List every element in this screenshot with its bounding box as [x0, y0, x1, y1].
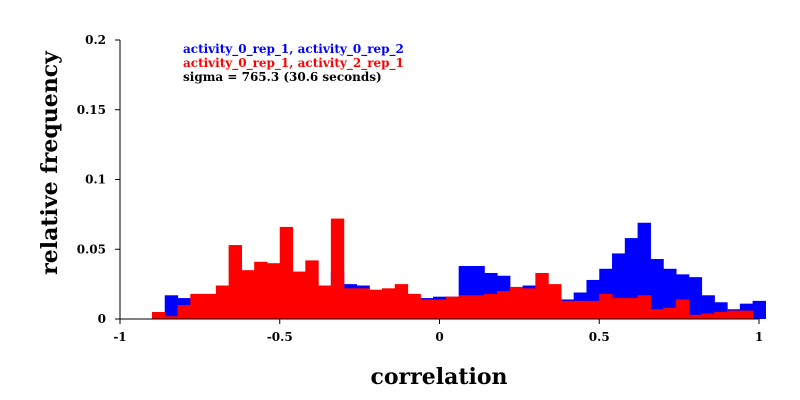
series-2-bar-30: [535, 272, 549, 319]
y-axis-title: relative frequency: [37, 50, 63, 275]
series-2-bar-12: [305, 260, 319, 319]
series-2-bars: [151, 218, 754, 320]
series-1-bar-37: [637, 222, 651, 319]
x-tick-label-2: 0: [435, 330, 443, 344]
series-2-bar-40: [663, 307, 677, 319]
y-tick-label-2: 0.1: [85, 173, 106, 187]
series-1-bar-0: [164, 295, 179, 319]
series-2-bar-34: [586, 300, 600, 319]
x-tick-label-3: 0.5: [589, 330, 610, 344]
series-2-bar-19: [394, 284, 409, 320]
series-2-bar-36: [612, 298, 626, 319]
x-tick-label-1: -0.5: [267, 330, 293, 344]
series-2-bar-0: [151, 312, 166, 319]
series-2-bar-38: [637, 295, 651, 319]
x-tick-label-0: -1: [113, 330, 126, 344]
legend: activity_0_rep_1, activity_0_rep_2 activ…: [183, 42, 404, 84]
series-2-bar-39: [650, 309, 664, 319]
series-2-bar-14: [330, 218, 345, 319]
series-2-bar-29: [522, 288, 536, 319]
x-tick-label-4: 1: [755, 330, 763, 344]
series-2-bar-41: [675, 299, 690, 319]
series-2-bar-15: [343, 288, 358, 319]
series-2-bar-26: [484, 293, 498, 319]
series-2-bar-33: [573, 300, 588, 319]
y-tick-label-4: 0.2: [85, 33, 106, 47]
series-2-bar-16: [356, 288, 370, 319]
series-2-bar-13: [318, 285, 332, 319]
series-2-bar-4: [203, 293, 217, 319]
series-2-bar-42: [688, 314, 703, 319]
series-2-bar-25: [471, 295, 485, 319]
series-2-bar-18: [381, 288, 396, 319]
series-2-bar-35: [599, 293, 613, 319]
legend-entry-series-1: activity_0_rep_1, activity_0_rep_2: [183, 42, 404, 57]
series-2-bar-7: [241, 270, 255, 319]
series-2-bar-28: [509, 286, 524, 319]
series-2-bar-3: [190, 293, 204, 319]
series-2-bar-17: [369, 289, 383, 319]
series-2-bar-22: [433, 299, 447, 319]
series-2-bar-9: [266, 263, 281, 319]
series-2-bar-21: [420, 299, 434, 319]
series-2-bar-37: [624, 298, 639, 319]
y-tick-label-3: 0.15: [77, 103, 106, 117]
y-tick-label-1: 0.05: [77, 242, 106, 256]
series-2-bar-23: [445, 296, 460, 319]
series-2-bar-44: [714, 312, 728, 319]
series-2-bar-11: [292, 271, 306, 319]
series-2-bar-2: [177, 305, 191, 319]
series-2-bar-10: [279, 226, 294, 319]
series-2-bar-46: [739, 310, 754, 319]
x-axis-title: correlation: [370, 364, 507, 390]
series-2-bar-8: [254, 261, 268, 319]
series-1-bar-39: [663, 268, 677, 319]
series-1-bar-42: [701, 295, 715, 319]
series-2-bar-32: [560, 300, 575, 319]
sigma-annotation: sigma = 765.3 (30.6 seconds): [183, 70, 382, 84]
series-2-bar-24: [458, 295, 473, 319]
series-2-bar-27: [497, 291, 511, 319]
series-2-bar-6: [228, 245, 243, 319]
series-1-bar-46: [752, 300, 766, 319]
series-2-bar-5: [215, 285, 230, 319]
legend-entry-series-2: activity_0_rep_1, activity_2_rep_1: [183, 56, 404, 71]
y-tick-label-0: 0: [98, 312, 106, 326]
x-axis-ticks: -1 -0.5 0 0.5 1: [113, 319, 763, 344]
series-1-bar-38: [650, 259, 664, 319]
series-2-bar-1: [164, 316, 179, 319]
series-2-bar-45: [727, 310, 741, 319]
series-1-bar-41: [688, 277, 703, 319]
y-axis-ticks: 0 0.05 0.1 0.15 0.2: [77, 33, 120, 326]
series-2-bar-43: [701, 313, 715, 319]
series-2-bar-31: [548, 284, 562, 320]
series-2-bar-20: [407, 293, 421, 319]
